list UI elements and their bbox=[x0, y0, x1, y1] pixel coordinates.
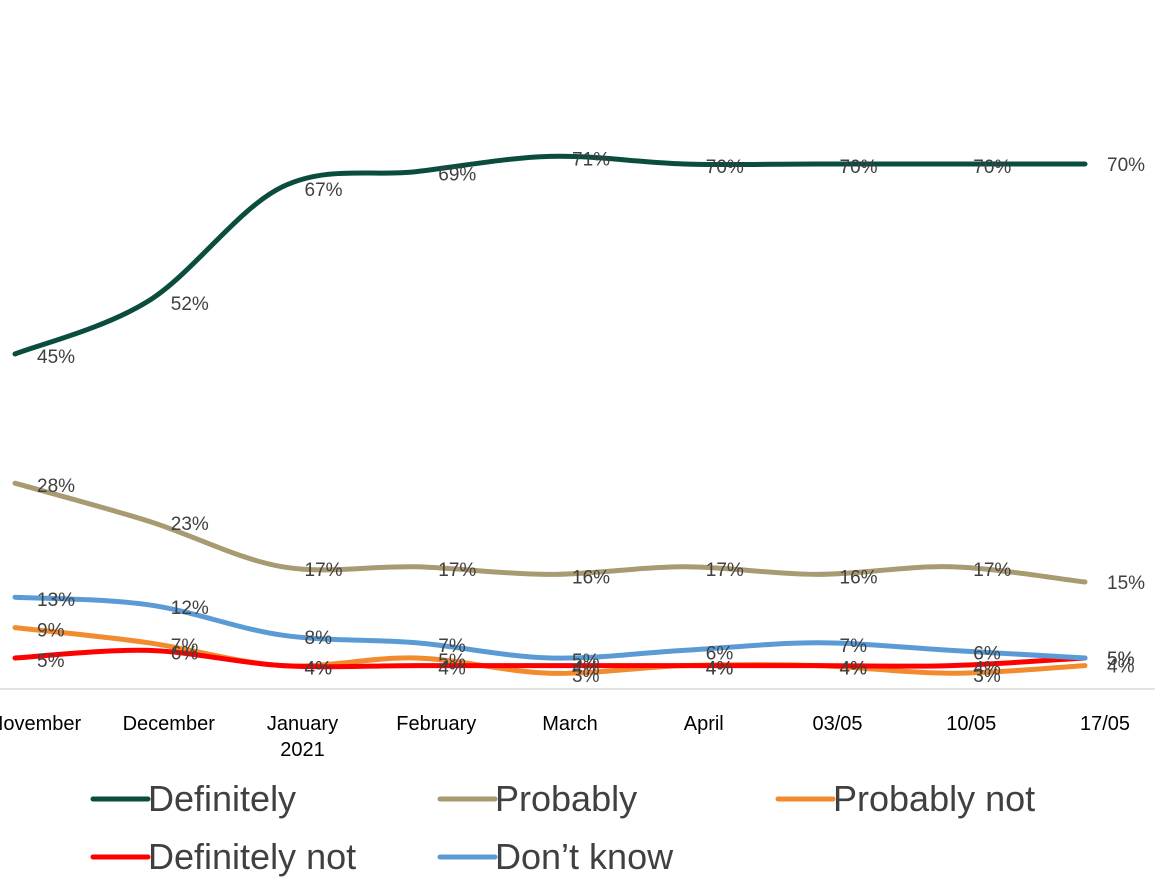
data-label-probably: 17% bbox=[438, 560, 476, 581]
x-tick-label: 03/05 bbox=[812, 713, 862, 735]
x-tick-label: December bbox=[123, 713, 216, 735]
data-label-definitely: 67% bbox=[305, 180, 343, 201]
data-label-definitely-not: 4% bbox=[438, 659, 466, 680]
data-label-don-t-know: 13% bbox=[37, 590, 75, 611]
data-label-probably-not: 3% bbox=[572, 666, 600, 687]
data-label-don-t-know: 5% bbox=[1107, 649, 1135, 670]
series-line-definitely-not bbox=[12, 647, 1088, 670]
data-label-definitely: 52% bbox=[171, 294, 209, 315]
data-label-probably-not: 4% bbox=[706, 659, 734, 680]
data-label-definitely-not: 4% bbox=[305, 659, 333, 680]
series-line-probably-not bbox=[12, 625, 1088, 676]
data-label-definitely-not: 5% bbox=[1107, 649, 1135, 670]
x-tick-label: February bbox=[396, 713, 476, 735]
data-label-definitely-not: 5% bbox=[37, 651, 65, 672]
data-label-don-t-know: 12% bbox=[171, 598, 209, 619]
data-label-definitely: 70% bbox=[706, 157, 744, 178]
data-label-definitely-not: 4% bbox=[572, 659, 600, 680]
data-label-don-t-know: 7% bbox=[438, 636, 466, 657]
series-line-definitely bbox=[12, 153, 1088, 357]
data-label-probably-not: 4% bbox=[305, 659, 333, 680]
data-label-probably-not: 3% bbox=[973, 666, 1001, 687]
legend-label-definitely-not: Definitely not bbox=[148, 836, 356, 877]
data-label-definitely-not: 6% bbox=[171, 643, 199, 664]
x-tick-label: 17/05 bbox=[1080, 713, 1130, 735]
data-label-layer: 45% 52% 67% 69% 71% 70% 70% 70% 70% 28% 23% 17% 17% 1… bbox=[37, 149, 1145, 687]
data-label-don-t-know: 7% bbox=[840, 636, 868, 657]
series-layer bbox=[12, 153, 1088, 676]
x-tick-label: March bbox=[542, 713, 598, 735]
legend: Definitely Probably Probably not Definitely… bbox=[90, 778, 1035, 877]
data-label-probably: 16% bbox=[840, 567, 878, 588]
data-label-probably: 28% bbox=[37, 476, 75, 497]
data-label-probably: 17% bbox=[305, 560, 343, 581]
data-label-definitely: 70% bbox=[973, 157, 1011, 178]
legend-label-don-t-know: Don’t know bbox=[495, 836, 674, 877]
data-label-probably: 17% bbox=[973, 560, 1011, 581]
data-label-probably-not: 7% bbox=[171, 636, 199, 657]
data-label-definitely-not: 4% bbox=[706, 659, 734, 680]
x-tick-label: April bbox=[684, 713, 724, 735]
data-label-don-t-know: 6% bbox=[973, 643, 1001, 664]
data-label-probably-not: 4% bbox=[840, 659, 868, 680]
data-label-definitely: 45% bbox=[37, 347, 75, 368]
x-tick-label: January 2021 bbox=[267, 713, 338, 761]
data-label-definitely: 70% bbox=[1107, 155, 1145, 176]
data-label-don-t-know: 5% bbox=[572, 651, 600, 672]
data-label-definitely: 69% bbox=[438, 165, 476, 186]
data-label-don-t-know: 8% bbox=[305, 628, 333, 649]
legend-label-definitely: Definitely bbox=[148, 778, 296, 819]
x-tick-label: November bbox=[0, 713, 81, 735]
data-label-don-t-know: 6% bbox=[706, 643, 734, 664]
data-label-probably: 17% bbox=[706, 560, 744, 581]
data-label-definitely: 70% bbox=[840, 157, 878, 178]
data-label-probably-not: 5% bbox=[438, 651, 466, 672]
data-label-probably: 15% bbox=[1107, 573, 1145, 594]
legend-label-probably-not: Probably not bbox=[833, 778, 1035, 819]
data-label-probably: 16% bbox=[572, 567, 610, 588]
series-line-probably bbox=[12, 480, 1088, 585]
data-label-probably-not: 9% bbox=[37, 621, 65, 642]
x-tick-label: 10/05 bbox=[946, 713, 996, 735]
data-label-probably-not: 4% bbox=[1107, 657, 1135, 678]
data-label-definitely: 71% bbox=[572, 149, 610, 170]
data-label-definitely-not: 4% bbox=[840, 659, 868, 680]
series-line-don-t-know bbox=[12, 594, 1088, 661]
legend-label-probably: Probably bbox=[495, 778, 637, 819]
data-label-definitely-not: 4% bbox=[973, 659, 1001, 680]
data-label-probably: 23% bbox=[171, 514, 209, 535]
